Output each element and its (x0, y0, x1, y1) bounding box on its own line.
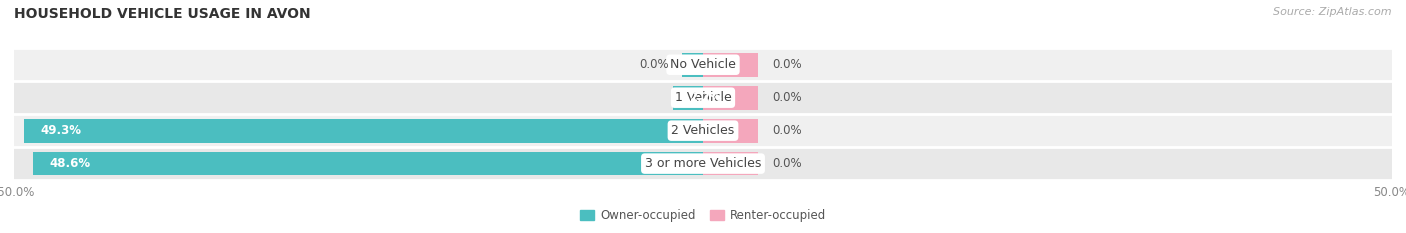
Bar (703, 119, 758, 143)
Text: 0.0%: 0.0% (772, 124, 801, 137)
Bar (34, 152, 703, 175)
Bar (703, 86, 758, 110)
Bar (14, 81, 1392, 114)
Text: 0.0%: 0.0% (772, 91, 801, 104)
Text: 48.6%: 48.6% (49, 157, 91, 170)
Text: 0.0%: 0.0% (772, 58, 801, 71)
Text: 2 Vehicles: 2 Vehicles (672, 124, 734, 137)
Bar (24, 119, 703, 143)
Bar (703, 53, 758, 77)
Text: 3 or more Vehicles: 3 or more Vehicles (645, 157, 761, 170)
Text: 49.3%: 49.3% (41, 124, 82, 137)
Text: No Vehicle: No Vehicle (671, 58, 735, 71)
Text: 0.0%: 0.0% (638, 58, 669, 71)
Bar (672, 86, 703, 110)
Text: 0.0%: 0.0% (772, 157, 801, 170)
Text: 2.2%: 2.2% (689, 91, 721, 104)
Bar (14, 147, 1392, 180)
Bar (14, 48, 1392, 81)
Text: 1 Vehicle: 1 Vehicle (675, 91, 731, 104)
Bar (14, 114, 1392, 147)
Bar (703, 152, 758, 175)
Legend: Owner-occupied, Renter-occupied: Owner-occupied, Renter-occupied (575, 205, 831, 227)
Text: HOUSEHOLD VEHICLE USAGE IN AVON: HOUSEHOLD VEHICLE USAGE IN AVON (14, 7, 311, 21)
Text: Source: ZipAtlas.com: Source: ZipAtlas.com (1274, 7, 1392, 17)
Bar (682, 53, 703, 77)
